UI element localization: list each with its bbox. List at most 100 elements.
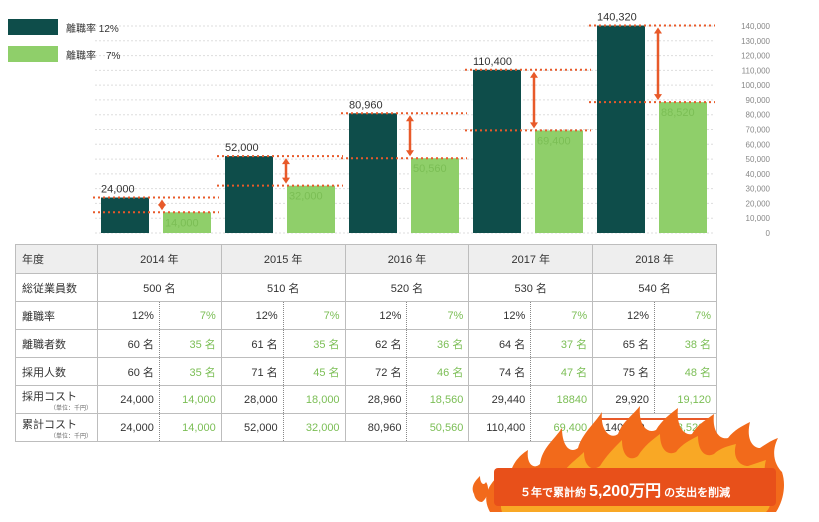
data-label-12: 140,320 — [597, 12, 637, 24]
y-tick-label: 70,000 — [746, 126, 771, 135]
cell-12: 28,960 — [344, 385, 408, 414]
banner-pre: ５年で累計約 — [520, 487, 586, 499]
cell-7: 19,120 — [654, 385, 717, 414]
arrow-head-up — [282, 158, 290, 165]
cell-7: 7% — [159, 301, 222, 330]
small-flame-left — [472, 476, 489, 502]
table-row-employees: 総従業員数 500 名 510 名 520 名 530 名 540 名 — [15, 273, 717, 302]
legend-item-12: 離職率 12% — [8, 18, 120, 36]
y-tick-label: 50,000 — [746, 155, 771, 164]
cell-12: 12% — [97, 301, 160, 330]
legend-item-7: 離職率 7% — [8, 45, 120, 63]
y-tick-label: 140,000 — [741, 22, 770, 31]
row-label-text: 累計コスト — [22, 418, 77, 431]
header-label: 年度 — [15, 244, 98, 274]
legend-swatch-12 — [8, 19, 58, 35]
banner-bar — [494, 468, 776, 506]
data-label-7: 69,400 — [537, 135, 571, 147]
cell-7: 18,000 — [283, 385, 346, 414]
arrow-head-down — [530, 122, 538, 129]
cell-7: 7% — [406, 301, 470, 330]
cell-12: 60 名 — [97, 329, 160, 358]
row-label-text: 離職者数 — [22, 338, 66, 351]
row-label-text: 離職率 — [22, 310, 55, 323]
employees-2017: 530 名 — [468, 273, 594, 302]
row-label: 累計コスト （単位：千円） — [15, 413, 98, 442]
banner-text: ５年で累計約 5,200万円 の支出を削減 — [520, 477, 730, 501]
bar-7 — [659, 102, 707, 234]
bar-7 — [411, 158, 459, 233]
cell-12: 75 名 — [592, 357, 656, 386]
cell-12: 12% — [592, 301, 656, 330]
cell-7: 37 名 — [530, 329, 594, 358]
y-tick-label: 30,000 — [746, 185, 771, 194]
arrow-head-down — [158, 204, 166, 211]
y-tick-label: 20,000 — [746, 199, 771, 208]
y-tick-label: 10,000 — [746, 214, 771, 223]
row-label-text: 採用人数 — [22, 366, 66, 379]
banner-amount: 5,200万円 — [589, 483, 662, 500]
bar-12 — [349, 113, 397, 233]
cell-12: 80,960 — [344, 413, 408, 442]
cell-12: 74 名 — [468, 357, 532, 386]
bar-7 — [535, 130, 583, 233]
cell-12: 12% — [468, 301, 532, 330]
table-row: 離職率 12% 7% 12% 7% 12% 7% 12% 7% 12% 7% — [15, 301, 717, 330]
data-label-12: 24,000 — [101, 184, 135, 196]
row-label-employees: 総従業員数 — [15, 273, 98, 302]
arrow-head-down — [406, 150, 414, 157]
employees-2016: 520 名 — [344, 273, 470, 302]
row-unit-note: （単位：千円） — [49, 433, 92, 440]
year-2014: 2014 年 — [97, 244, 222, 274]
cell-7: 50,560 — [406, 413, 470, 442]
banner-post: の支出を削減 — [664, 487, 731, 499]
legend-label-12: 離職率 12% — [66, 23, 119, 35]
bar-chart: 0 10,000 20,000 30,000 40,000 50,000 60,000 70,… — [93, 12, 771, 238]
cell-7: 14,000 — [159, 413, 222, 442]
arrow-head-up — [654, 27, 662, 34]
cell-12: 62 名 — [344, 329, 408, 358]
cell-12: 12% — [220, 301, 284, 330]
cell-7: 46 名 — [406, 357, 470, 386]
cell-7: 7% — [283, 301, 346, 330]
y-tick-label: 110,000 — [742, 66, 771, 75]
cell-12: 29,920 — [592, 385, 656, 414]
table-row: 採用人数 60 名 35 名 71 名 45 名 72 名 46 名 74 名 47 名 75 名… — [15, 357, 717, 386]
row-label: 離職率 — [15, 301, 98, 330]
cell-7: 18,560 — [406, 385, 470, 414]
cell-12: 29,440 — [468, 385, 532, 414]
year-2017: 2017 年 — [468, 244, 594, 274]
legend-swatch-7 — [8, 46, 58, 62]
cell-7: 45 名 — [283, 357, 346, 386]
table-header-row: 年度 2014 年 2015 年 2016 年 2017 年 2018 年 — [15, 244, 717, 274]
cell-7: 35 名 — [283, 329, 346, 358]
bar-12 — [101, 197, 149, 233]
y-tick-label: 100,000 — [741, 81, 770, 90]
y-tick-label: 60,000 — [746, 140, 771, 149]
cell-7: 35 名 — [159, 329, 222, 358]
cell-12: 52,000 — [220, 413, 284, 442]
row-unit-note: （単位：千円） — [49, 405, 92, 412]
legend-label-7: 離職率 7% — [66, 50, 121, 62]
bar-7 — [163, 212, 211, 233]
employees-2018: 540 名 — [592, 273, 717, 302]
cell-12: 61 名 — [220, 329, 284, 358]
row-label: 離職者数 — [15, 329, 98, 358]
data-label-7: 50,560 — [413, 163, 447, 175]
arrow-head-down — [282, 177, 290, 184]
legend: 離職率 12% 離職率 7% — [8, 18, 120, 72]
data-label-7: 14,000 — [165, 217, 199, 229]
employees-2014: 500 名 — [97, 273, 222, 302]
arrow-head-up — [406, 115, 414, 122]
cell-12: 71 名 — [220, 357, 284, 386]
bar-12 — [473, 69, 521, 233]
y-tick-label: 80,000 — [746, 111, 771, 120]
year-2016: 2016 年 — [344, 244, 470, 274]
cell-7: 48 名 — [654, 357, 717, 386]
year-2015: 2015 年 — [220, 244, 346, 274]
table-row: 離職者数 60 名 35 名 61 名 35 名 62 名 36 名 64 名 37 名 65 名… — [15, 329, 717, 358]
data-label-12: 80,960 — [349, 99, 383, 111]
cell-12: 24,000 — [97, 385, 160, 414]
arrow-head-up — [530, 71, 538, 78]
data-label-7: 88,520 — [661, 107, 695, 119]
